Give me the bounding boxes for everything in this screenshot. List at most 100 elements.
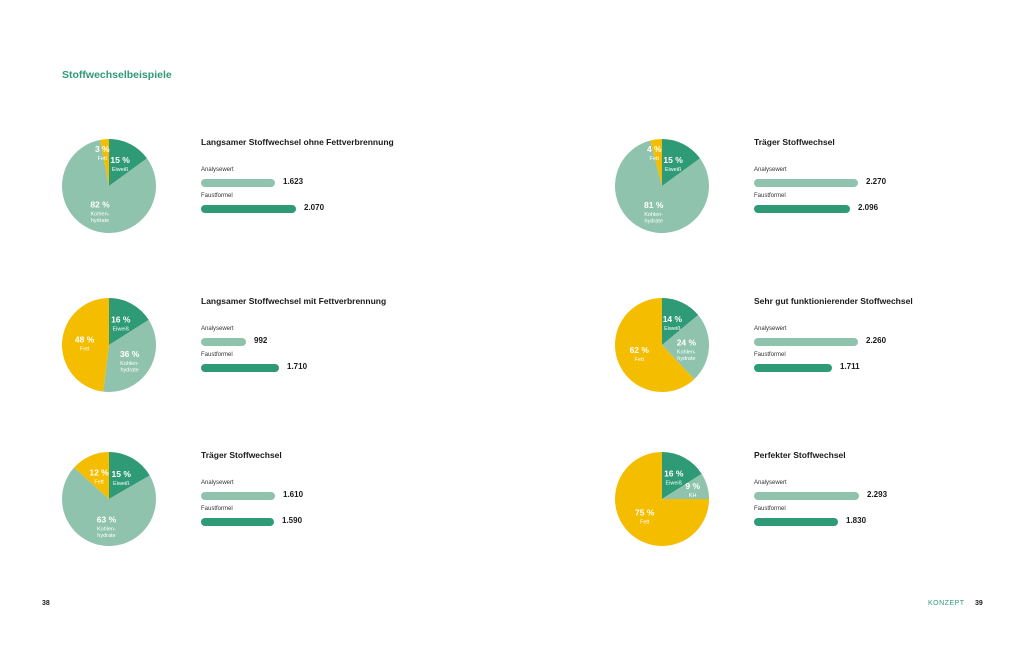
pie-slice-percent: 36 % [120,349,140,359]
pie-slice-percent: 4 % [647,144,662,154]
bar-value-analyse: 1.610 [283,490,304,499]
bar-value-faust: 1.711 [840,362,860,371]
pie-slice-protein [109,139,148,186]
bar-value-faust: 2.070 [304,203,325,212]
bar-analyse [201,492,275,500]
footer-section-label: KONZEPT [928,600,965,607]
section-title: Stoffwechselbeispiele [62,69,172,81]
bar-value-faust: 1.710 [287,362,308,371]
pie-slice-percent: 3 % [95,144,110,154]
bar-label-faust: Faustformel [754,352,786,358]
metabolism-chart-block: 15 % Eiweiß 82 % Kohlen-hydrate 3 % Fett Langs… [62,137,482,249]
pie-slice-fat [615,452,709,546]
bar-value-faust: 2.096 [858,203,879,212]
pie-slice-label: Kohlen- [120,361,139,367]
pie-chart: 14 % Eiweiß 24 % Kohlen-hydrate 62 % Fett [615,298,709,392]
pie-slice-percent: 12 % [89,468,109,478]
pie-slice-carbs [615,140,709,233]
pie-slice-label: Eiweiß [112,167,129,173]
pie-chart: 15 % Eiweiß 81 % Kohlen-hydrate 4 % Fett [615,139,709,233]
chart-title: Langsamer Stoffwechsel mit Fettverbrennu… [201,296,387,306]
pie-slice-percent: 62 % [630,345,650,355]
page-number-left: 38 [42,600,50,607]
bar-value-analyse: 2.260 [866,336,887,345]
pie-slice-label: hydrate [120,368,138,374]
bar-faust [201,364,279,372]
pie-slice-carbs [103,319,156,392]
pie-slice-label: Eiweiß [665,167,682,173]
page-number-right: 39 [975,600,983,607]
pie-slice-percent: 75 % [635,507,655,517]
bar-value-analyse: 2.293 [867,490,888,499]
bar-label-analyse: Analysewert [754,480,787,486]
pie-slice-carbs [662,473,709,499]
bar-faust [754,205,850,213]
pie-slice-percent: 9 % [685,481,700,491]
chart-title: Langsamer Stoffwechsel ohne Fettverbrenn… [201,137,394,147]
pie-slice-label: Fett [80,346,90,352]
bar-label-faust: Faustformel [201,506,233,512]
pie-slice-label: Fett [98,156,108,162]
metabolism-chart-block: 15 % Eiweiß 81 % Kohlen-hydrate 4 % Fett Träge… [615,137,1026,249]
pie-slice-label: Eiweiß [113,481,130,487]
pie-slice-protein [109,298,149,345]
pie-slice-fat [62,298,109,392]
pie-slice-percent: 16 % [664,469,684,479]
pie-slice-label: KH [689,493,697,499]
pie-slice-carbs [62,467,156,546]
bar-label-faust: Faustformel [201,193,233,199]
bar-faust [201,518,274,526]
pie-slice-label: Eiweiß [666,481,683,487]
pie-slice-percent: 15 % [663,155,683,165]
bar-value-analyse: 2.270 [866,177,887,186]
bar-value-faust: 1.830 [846,516,867,525]
pie-slice-percent: 48 % [75,334,95,344]
chart-title: Träger Stoffwechsel [201,450,282,460]
bar-label-analyse: Analysewert [754,326,787,332]
bar-label-analyse: Analysewert [754,167,787,173]
bar-label-faust: Faustformel [754,506,786,512]
chart-title: Sehr gut funktionierender Stoffwechsel [754,296,913,306]
pie-slice-label: Kohlen- [91,212,110,218]
bar-faust [754,518,838,526]
pie-chart: 16 % Eiweiß 36 % Kohlen-hydrate 48 % Fett [62,298,156,392]
pie-chart: 16 % Eiweiß 9 % KH 75 % Fett [615,452,709,546]
bar-label-faust: Faustformel [201,352,233,358]
bar-label-analyse: Analysewert [201,326,234,332]
pie-slice-percent: 82 % [90,200,110,210]
pie-slice-protein [662,298,699,345]
pie-slice-label: Kohlen- [677,350,696,356]
pie-chart: 15 % Eiweiß 63 % Kohlen-hydrate 12 % Fett [62,452,156,546]
pie-chart: 15 % Eiweiß 82 % Kohlen-hydrate 3 % Fett [62,139,156,233]
bar-value-faust: 1.590 [282,516,303,525]
metabolism-chart-block: 15 % Eiweiß 63 % Kohlen-hydrate 12 % Fett Träg… [62,450,482,562]
pie-slice-percent: 15 % [112,469,132,479]
bar-label-analyse: Analysewert [201,480,234,486]
pie-slice-label: hydrate [91,218,109,224]
bar-analyse [754,179,858,187]
pie-slice-carbs [62,139,156,233]
bar-label-faust: Faustformel [754,193,786,199]
metabolism-chart-block: 16 % Eiweiß 36 % Kohlen-hydrate 48 % Fett Lang… [62,296,482,408]
pie-slice-label: hydrate [677,356,695,362]
pie-slice-label: Fett [640,519,650,525]
pie-slice-label: Fett [635,357,645,363]
pie-slice-fat [74,452,109,499]
bar-faust [754,364,832,372]
pie-slice-percent: 81 % [644,200,664,210]
bar-analyse [754,338,858,346]
pie-slice-label: Fett [94,480,104,486]
metabolism-chart-block: 14 % Eiweiß 24 % Kohlen-hydrate 62 % Fett Sehr… [615,296,1026,408]
pie-slice-protein [109,452,150,499]
pie-slice-label: Eiweiß [664,326,681,332]
bar-value-analyse: 1.623 [283,177,304,186]
pie-slice-protein [662,139,701,186]
chart-title: Perfekter Stoffwechsel [754,450,846,460]
pie-slice-label: Kohlen- [644,212,663,218]
metabolism-chart-block: 16 % Eiweiß 9 % KH 75 % Fett Perfekter Stoffwe… [615,450,1026,562]
bar-faust [201,205,296,213]
pie-slice-carbs [662,315,709,380]
pie-slice-label: Kohlen- [97,526,116,532]
bar-analyse [754,492,859,500]
pie-slice-percent: 63 % [97,514,117,524]
